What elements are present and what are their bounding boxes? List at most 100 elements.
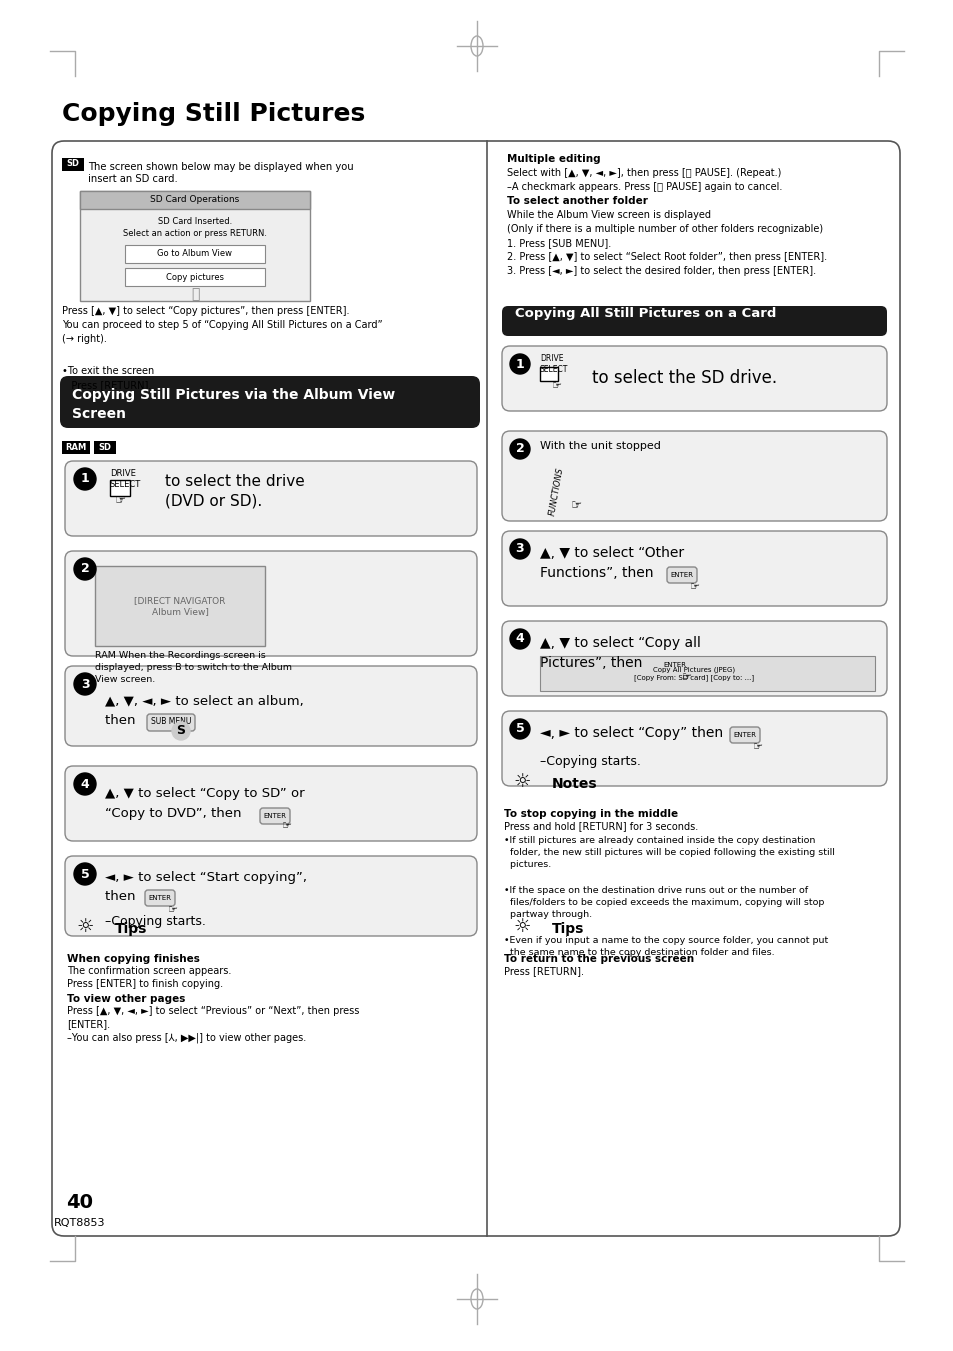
Text: ☞: ☞ [689,582,700,592]
Text: Notes: Notes [552,777,597,790]
Circle shape [510,630,530,648]
Text: ENTER: ENTER [662,662,686,667]
Text: RQT8853: RQT8853 [54,1219,106,1228]
Text: Copy pictures: Copy pictures [166,273,224,281]
Text: 5: 5 [515,723,524,735]
Text: SD: SD [67,159,79,169]
Text: 4: 4 [515,632,524,646]
Text: SD Card Inserted.: SD Card Inserted. [157,216,232,226]
FancyBboxPatch shape [65,666,476,746]
Text: Select an action or press RETURN.: Select an action or press RETURN. [123,228,267,238]
Text: then: then [105,715,139,727]
Text: To select another folder: To select another folder [506,196,647,205]
Text: With the unit stopped: With the unit stopped [539,440,660,451]
Text: then: then [105,889,139,902]
Text: The screen shown below may be displayed when you
insert an SD card.: The screen shown below may be displayed … [88,162,354,184]
Text: ◄, ► to select “Start copying”,: ◄, ► to select “Start copying”, [105,871,307,885]
Text: ☞: ☞ [752,742,762,753]
Text: Copying Still Pictures via the Album View
Screen: Copying Still Pictures via the Album Vie… [71,388,395,422]
Text: ENTER: ENTER [263,813,286,819]
Text: “Copy to DVD”, then: “Copy to DVD”, then [105,808,246,820]
Bar [62,158,84,172]
Bar [125,267,265,286]
FancyBboxPatch shape [65,551,476,657]
Text: ☼: ☼ [513,771,530,790]
Text: 5: 5 [81,867,90,881]
Text: Copying Still Pictures: Copying Still Pictures [62,101,365,126]
Text: Tips: Tips [552,921,584,936]
Text: ☼: ☼ [76,917,93,936]
Text: ENTER: ENTER [733,732,756,738]
FancyBboxPatch shape [659,657,689,673]
Text: 1: 1 [515,358,524,370]
Text: SD: SD [98,443,112,453]
Bar [80,190,310,301]
FancyBboxPatch shape [65,857,476,936]
Text: ☼: ☼ [513,917,530,936]
FancyBboxPatch shape [65,766,476,842]
Text: ▲, ▼ to select “Copy to SD” or: ▲, ▼ to select “Copy to SD” or [105,788,304,801]
Text: ENTER: ENTER [670,571,693,578]
Text: Ⓞ: Ⓞ [191,286,199,301]
Circle shape [510,439,530,459]
Text: ☞: ☞ [681,671,691,682]
FancyBboxPatch shape [501,305,886,336]
Text: Multiple editing: Multiple editing [506,154,600,163]
Text: •Even if you input a name to the copy source folder, you cannot put
  the same n: •Even if you input a name to the copy so… [503,936,827,957]
Text: ENTER: ENTER [149,894,172,901]
Text: FUNCTIONS: FUNCTIONS [548,466,565,516]
Text: Select with [▲, ▼, ◄, ►], then press [⏸ PAUSE]. (Repeat.)
–A checkmark appears. : Select with [▲, ▼, ◄, ►], then press [⏸ … [506,168,781,192]
Bar [62,440,90,454]
Text: Pictures”, then: Pictures”, then [539,657,646,670]
Text: Press [RETURN].: Press [RETURN]. [503,966,583,975]
Circle shape [510,539,530,559]
Text: [DIRECT NAVIGATOR
Album View]: [DIRECT NAVIGATOR Album View] [134,596,226,616]
Bar [95,566,265,646]
Circle shape [510,719,530,739]
FancyBboxPatch shape [145,890,174,907]
Text: ▲, ▼, ◄, ► to select an album,: ▲, ▼, ◄, ► to select an album, [105,694,303,708]
Text: While the Album View screen is displayed
(Only if there is a multiple number of : While the Album View screen is displayed… [506,209,826,276]
Text: To return to the previous screen: To return to the previous screen [503,954,694,965]
Text: Tips: Tips [115,921,147,936]
Circle shape [74,467,96,490]
Text: ◄, ► to select “Copy” then: ◄, ► to select “Copy” then [539,725,727,740]
Circle shape [74,863,96,885]
Circle shape [510,354,530,374]
Text: 4: 4 [81,777,90,790]
FancyBboxPatch shape [501,346,886,411]
Bar [539,657,874,690]
FancyBboxPatch shape [65,461,476,536]
Text: 1: 1 [81,473,90,485]
FancyBboxPatch shape [52,141,899,1236]
FancyBboxPatch shape [147,713,194,731]
Text: RAM When the Recordings screen is
displayed, press B to switch to the Album
View: RAM When the Recordings screen is displa… [95,651,292,684]
Bar [125,245,265,263]
Text: 2: 2 [515,443,524,455]
Text: Go to Album View: Go to Album View [157,250,233,258]
Text: •To exit the screen
   Press [RETURN].: •To exit the screen Press [RETURN]. [62,366,154,390]
Text: ☞: ☞ [552,381,561,390]
Bar [94,440,116,454]
Text: DRIVE
SELECT: DRIVE SELECT [110,469,141,489]
Text: –Copying starts.: –Copying starts. [105,915,206,928]
Text: 3: 3 [516,543,524,555]
Text: ▲, ▼ to select “Other: ▲, ▼ to select “Other [539,546,683,561]
FancyBboxPatch shape [60,376,479,428]
Text: to select the SD drive.: to select the SD drive. [592,369,777,386]
Text: 40: 40 [67,1193,93,1212]
Text: To view other pages: To view other pages [67,994,185,1004]
Circle shape [172,721,190,740]
Text: ☞: ☞ [282,821,292,831]
Text: ☞: ☞ [168,905,178,915]
Text: RAM: RAM [66,443,87,453]
Text: SD Card Operations: SD Card Operations [151,196,239,204]
Text: •If still pictures are already contained inside the copy destination
  folder, t: •If still pictures are already contained… [503,836,834,869]
Text: Functions”, then: Functions”, then [539,566,658,580]
FancyBboxPatch shape [501,621,886,696]
Text: DRIVE
SELECT: DRIVE SELECT [539,354,568,374]
Text: ☞: ☞ [571,500,582,512]
Text: ▲, ▼ to select “Copy all: ▲, ▼ to select “Copy all [539,636,700,650]
FancyBboxPatch shape [729,727,760,743]
Text: SUB MENU: SUB MENU [151,717,191,727]
